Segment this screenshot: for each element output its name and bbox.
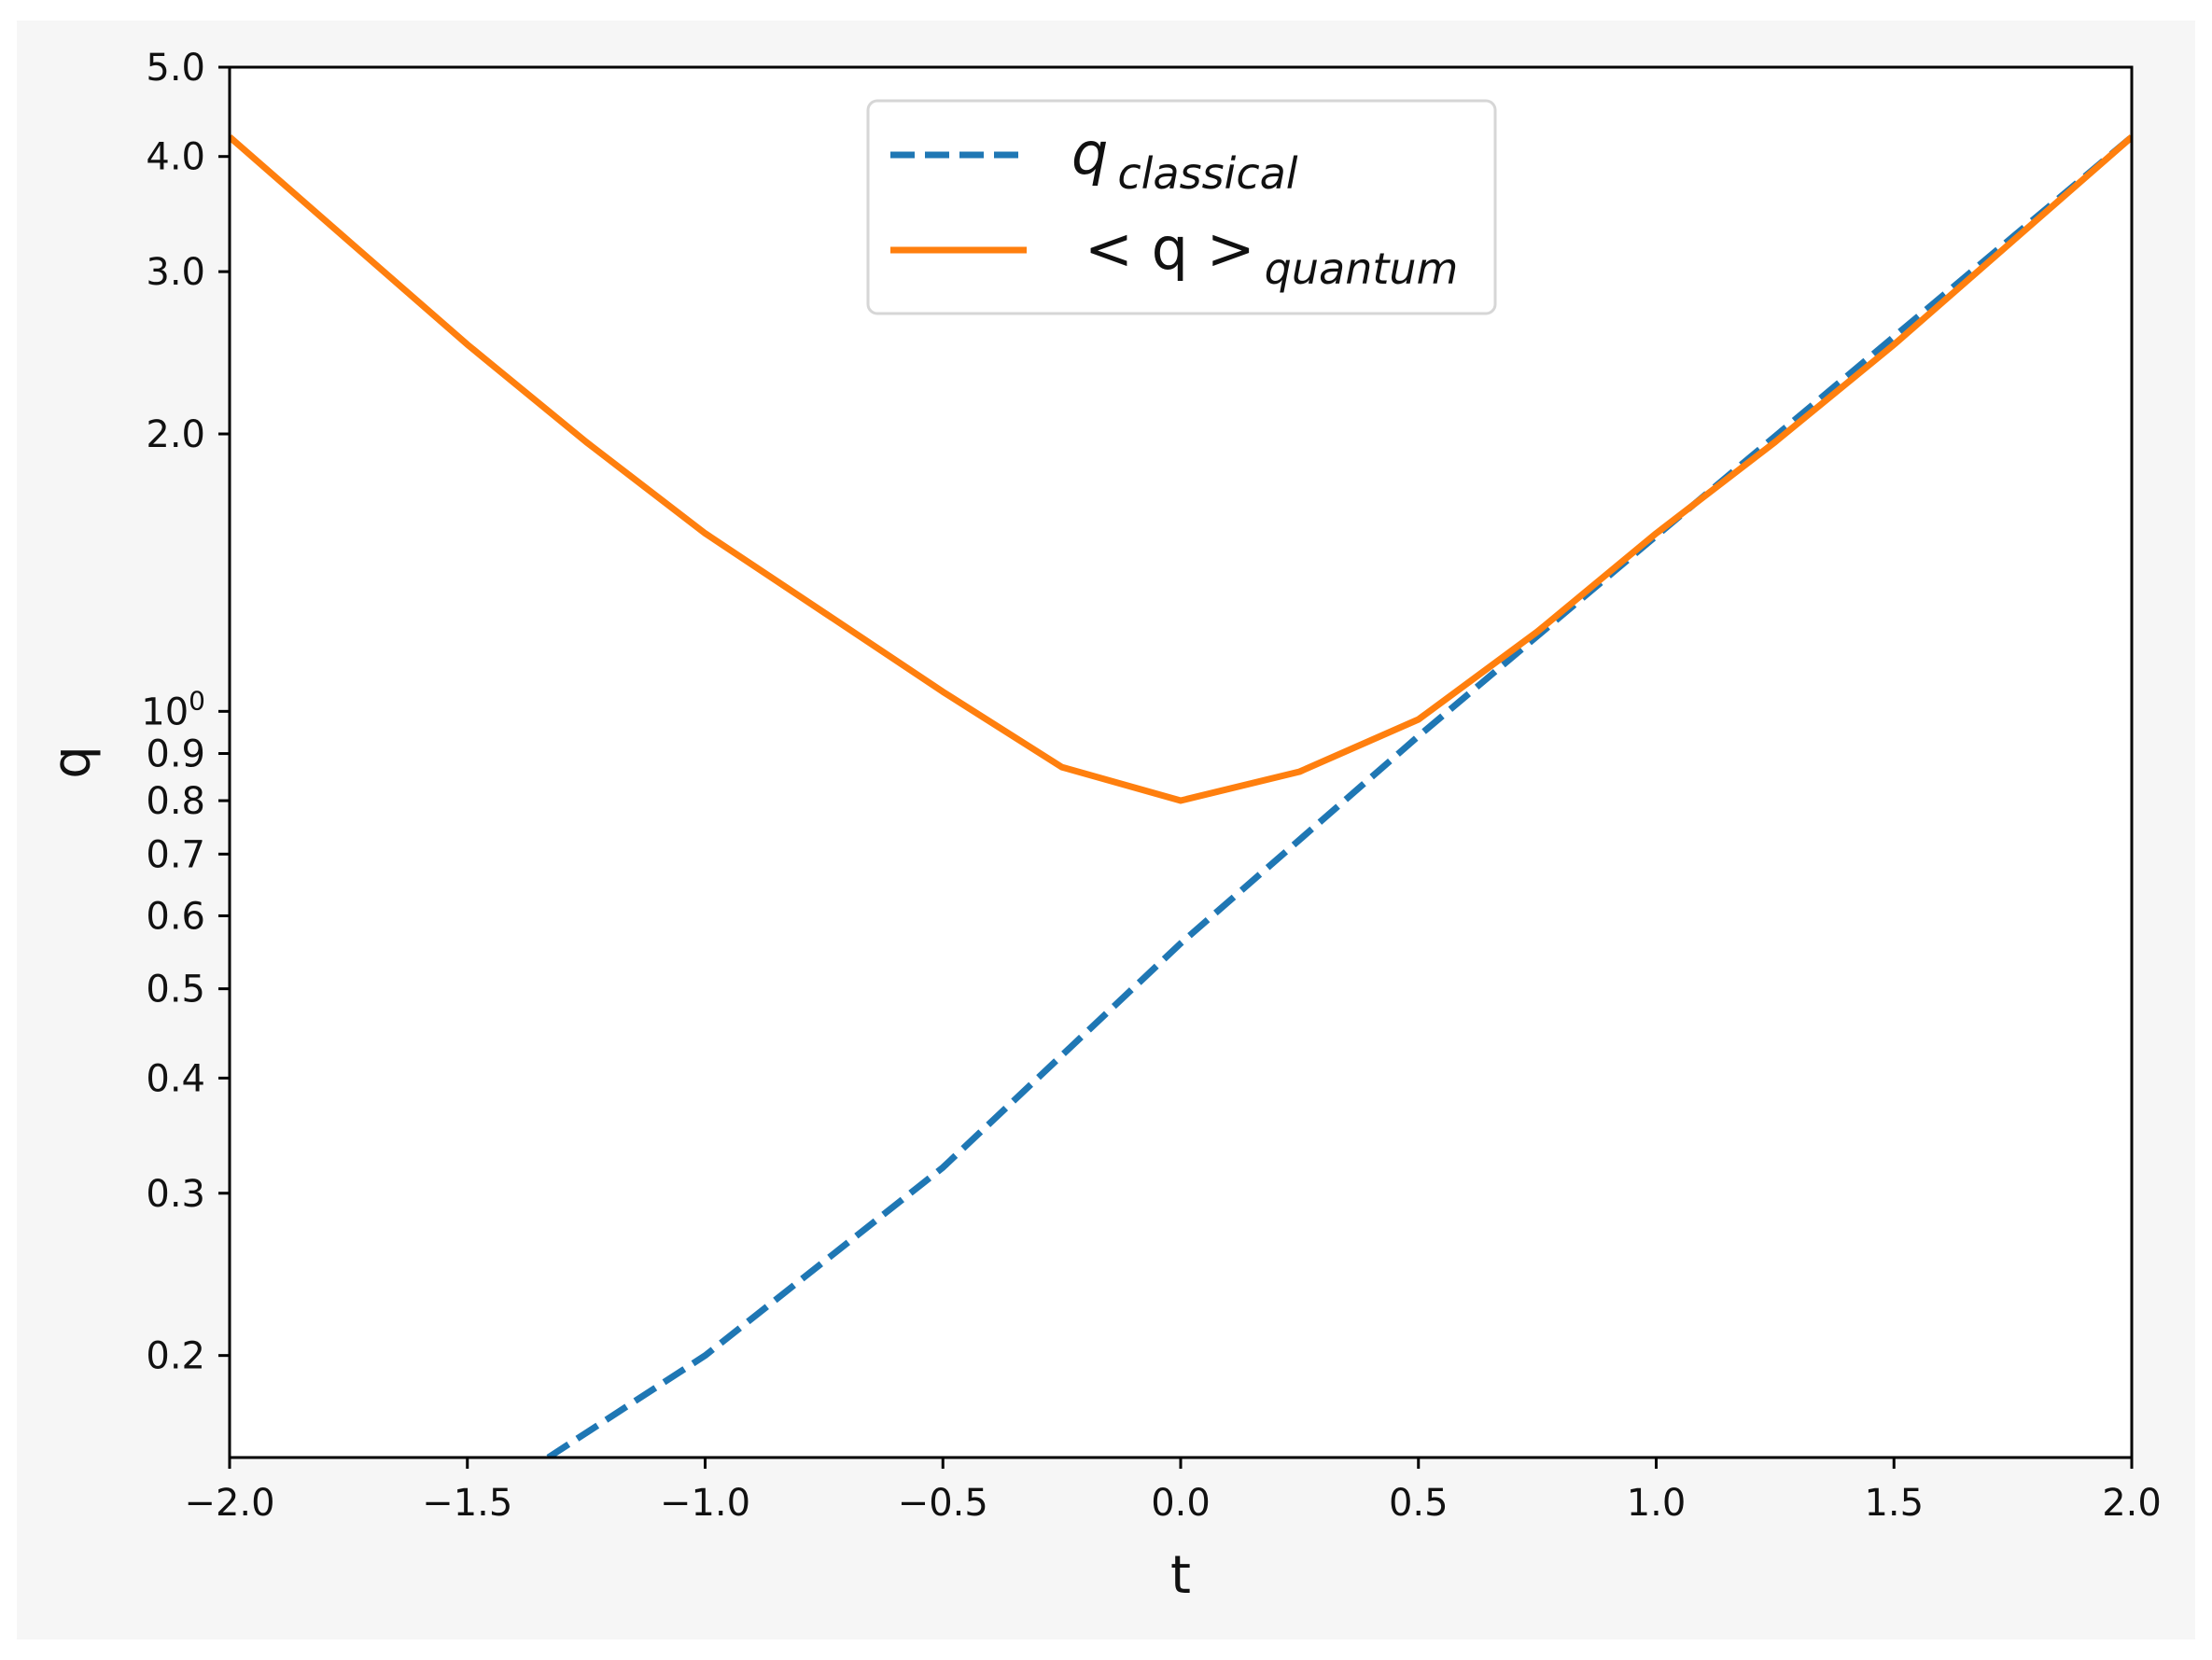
y-tick-label: 0.9 [146, 733, 205, 776]
y-tick-label: 0.2 [146, 1335, 205, 1378]
legend: q classical < q > quantum [866, 99, 1497, 315]
series-line-quantum [230, 134, 2132, 804]
legend-box [866, 99, 1497, 315]
legend-label: q classical [1071, 119, 1298, 199]
x-tick-label: −2.0 [184, 1482, 274, 1525]
y-tick-label: 0.3 [146, 1173, 205, 1216]
series-layer [230, 134, 2132, 1458]
x-tick-label: 0.0 [1151, 1482, 1211, 1525]
y-tick-label: 3.0 [146, 251, 205, 294]
y-tick-label: 0.4 [146, 1057, 205, 1100]
x-tick-label: 1.5 [1864, 1482, 1924, 1525]
x-tick-label: 1.0 [1627, 1482, 1687, 1525]
y-tick-label: 0.5 [146, 969, 205, 1011]
x-axis: −2.0 −1.5 −1.0 −0.5 0.0 0.5 1.0 1.5 2.0 [184, 1458, 2162, 1525]
y-tick-label: 0.8 [146, 780, 205, 823]
y-tick-label: 4.0 [146, 136, 205, 179]
y-tick-label: 5.0 [146, 47, 205, 90]
legend-label: < q > quantum [1085, 215, 1458, 294]
x-tick-label: −1.5 [422, 1482, 512, 1525]
y-tick-label: 0.6 [146, 895, 205, 938]
x-tick-label: −0.5 [898, 1482, 988, 1525]
x-tick-label: 2.0 [2102, 1482, 2162, 1525]
x-tick-label: 0.5 [1389, 1482, 1449, 1525]
x-tick-label: −1.0 [660, 1482, 750, 1525]
x-axis-label: t [1170, 1545, 1191, 1606]
y-tick-label: 0.7 [146, 833, 205, 876]
series-line-classical [546, 134, 2132, 1458]
y-tick-label: 100 [141, 685, 205, 733]
y-axis-label: q [42, 746, 103, 779]
y-tick-label: 2.0 [146, 413, 205, 456]
